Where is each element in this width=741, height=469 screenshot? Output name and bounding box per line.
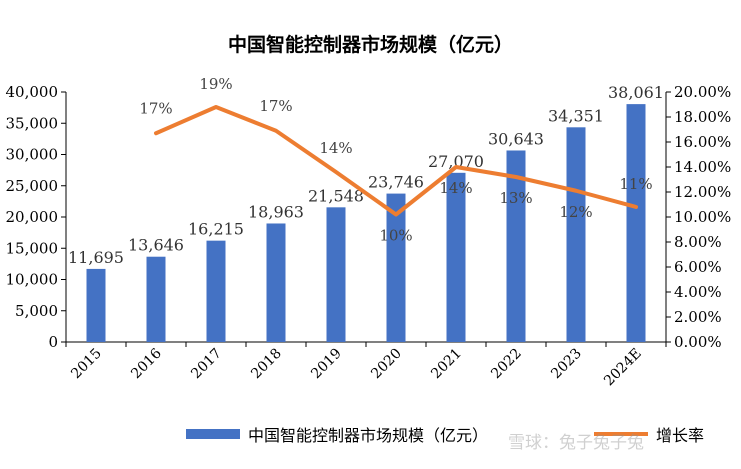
bar-value-label: 38,061 <box>608 83 664 102</box>
right-axis-tick-label: 8.00% <box>674 233 722 251</box>
right-axis-tick-label: 18.00% <box>674 108 731 126</box>
growth-value-label: 11% <box>619 175 652 193</box>
growth-line-series <box>154 105 638 217</box>
growth-value-label: 14% <box>319 139 352 157</box>
right-axis-tick-label: 10.00% <box>674 208 731 226</box>
legend-item-line: 增长率 <box>594 422 704 446</box>
bar-value-label: 27,070 <box>428 152 484 171</box>
x-axis-tick-label: 2015 <box>68 346 105 383</box>
x-axis-tick-label: 2023 <box>548 346 585 383</box>
bar <box>386 193 406 342</box>
bar-value-label: 30,643 <box>488 129 544 148</box>
right-axis-tick-label: 14.00% <box>674 158 731 176</box>
growth-value-label: 17% <box>139 99 172 117</box>
bar-value-label: 21,548 <box>308 186 364 205</box>
bar-value-label: 18,963 <box>248 202 304 221</box>
right-axis-tick-label: 6.00% <box>674 258 722 276</box>
x-axis-tick-label: 2019 <box>308 346 345 383</box>
right-axis-tick-label: 16.00% <box>674 133 731 151</box>
right-axis-tick-label: 0.00% <box>674 333 722 351</box>
left-axis-tick-label: 15,000 <box>6 239 59 257</box>
left-axis-tick-label: 40,000 <box>6 83 59 101</box>
left-axis-tick-label: 35,000 <box>6 114 59 132</box>
legend-bar-swatch <box>186 429 240 439</box>
legend-line-label: 增长率 <box>656 426 705 445</box>
bar <box>206 240 226 342</box>
bar-value-label: 13,646 <box>128 236 184 255</box>
left-axis-tick-label: 0 <box>48 333 58 351</box>
bar-value-label: 34,351 <box>548 106 604 125</box>
bar <box>446 172 466 342</box>
bar <box>506 150 526 342</box>
x-axis-tick-label: 2020 <box>368 346 405 383</box>
bar-value-label: 23,746 <box>368 173 424 192</box>
bar <box>326 207 346 342</box>
growth-value-label: 13% <box>499 189 532 207</box>
chart-legend: 中国智能控制器市场规模（亿元） 增长率 <box>186 422 704 446</box>
right-axis-tick-label: 4.00% <box>674 283 722 301</box>
left-axis-tick-label: 10,000 <box>6 271 59 289</box>
left-axis-tick-label: 5,000 <box>15 302 58 320</box>
watermark: 雪球：兔子兔子兔 <box>508 433 644 453</box>
growth-value-label: 10% <box>379 227 412 245</box>
chart-axes: 0 5,000 10,000 15,000 20,000 25,000 30,000 35,0… <box>6 83 732 389</box>
bar-value-labels: 11,69513,64616,21518,96321,54823,74627,0… <box>68 83 664 267</box>
bar <box>146 256 166 342</box>
growth-value-label: 19% <box>199 75 232 93</box>
x-axis-tick-label: 2022 <box>488 346 525 383</box>
growth-value-label: 14% <box>439 179 472 197</box>
legend-item-bar: 中国智能控制器市场规模（亿元） <box>186 422 488 446</box>
left-axis-tick-label: 25,000 <box>6 177 59 195</box>
chart-title: 中国智能控制器市场规模（亿元） <box>227 34 513 56</box>
legend-line-swatch <box>594 432 649 436</box>
legend-bar-label: 中国智能控制器市场规模（亿元） <box>248 426 489 445</box>
growth-value-label: 17% <box>259 97 292 115</box>
growth-line <box>154 105 638 217</box>
growth-value-labels: 17% 19% 17% 14% 10% 14% 13% 12% 11% <box>139 75 652 245</box>
bar-value-label: 16,215 <box>188 220 244 239</box>
bar <box>266 223 286 342</box>
x-axis-tick-label: 2017 <box>188 346 225 383</box>
growth-value-label: 12% <box>559 203 592 221</box>
bar <box>86 268 106 342</box>
right-axis-tick-label: 12.00% <box>674 183 731 201</box>
bar-value-label: 11,695 <box>68 248 124 267</box>
x-axis-tick-label: 2024E <box>601 346 645 390</box>
left-axis-tick-label: 30,000 <box>6 146 59 164</box>
bar-series <box>86 104 646 343</box>
right-axis-tick-label: 2.00% <box>674 308 722 326</box>
left-axis-tick-label: 20,000 <box>6 208 59 226</box>
right-axis-tick-label: 20.00% <box>674 83 731 101</box>
bar <box>626 104 646 343</box>
bar <box>566 127 586 343</box>
x-axis-tick-label: 2016 <box>128 345 165 382</box>
x-axis-tick-label: 2021 <box>428 346 465 383</box>
x-axis-tick-label: 2018 <box>248 346 285 383</box>
